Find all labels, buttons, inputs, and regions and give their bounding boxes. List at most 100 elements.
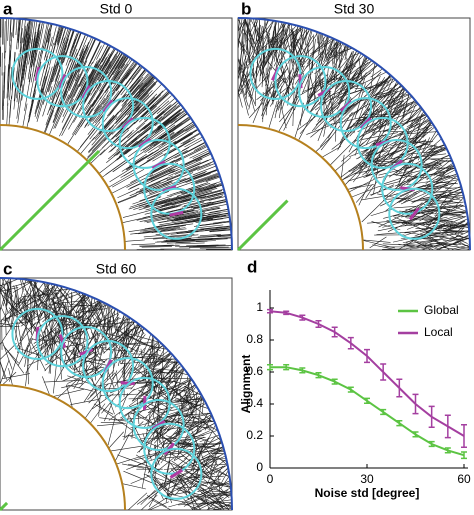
filament	[61, 98, 74, 123]
filament	[394, 175, 420, 187]
filament	[16, 347, 45, 358]
filament	[9, 18, 12, 42]
filament	[438, 237, 468, 250]
filament	[79, 20, 95, 57]
filament	[418, 235, 446, 239]
filament	[147, 352, 153, 377]
filament	[406, 232, 437, 237]
filament	[158, 225, 187, 230]
filament	[179, 389, 184, 419]
filament	[279, 58, 285, 83]
filament	[306, 124, 333, 135]
filament	[373, 73, 391, 102]
sample-circle	[101, 357, 154, 410]
filament	[75, 355, 106, 363]
filament	[54, 63, 63, 86]
filament	[117, 195, 137, 204]
filament	[155, 377, 196, 380]
error-bar	[347, 336, 354, 350]
filament	[210, 463, 232, 466]
filament	[266, 46, 278, 76]
filament	[88, 317, 122, 329]
filament	[335, 42, 338, 69]
filament	[51, 26, 57, 47]
filament	[441, 201, 464, 205]
filament	[84, 296, 101, 327]
filament	[40, 22, 48, 57]
filament	[148, 431, 156, 454]
filament	[66, 384, 94, 392]
filament	[338, 122, 355, 149]
filament	[210, 499, 232, 510]
filament	[301, 73, 311, 95]
filament	[433, 163, 453, 177]
filament	[46, 327, 58, 347]
filament	[119, 239, 145, 243]
filament	[88, 71, 109, 105]
filament	[437, 235, 469, 246]
filament	[93, 403, 114, 415]
filament	[426, 202, 451, 205]
local-director	[169, 210, 184, 217]
filament	[149, 358, 176, 364]
filament	[153, 203, 174, 210]
filament	[149, 128, 176, 147]
filament	[153, 476, 172, 499]
filament	[10, 292, 17, 328]
filament	[200, 502, 232, 504]
filament	[197, 482, 231, 492]
filament	[57, 80, 68, 106]
filament	[109, 69, 122, 88]
filament	[435, 193, 467, 199]
filament	[72, 346, 77, 371]
filament	[367, 146, 392, 159]
filament	[120, 92, 139, 113]
filament	[88, 125, 114, 154]
filament	[258, 31, 283, 52]
filament	[195, 481, 217, 484]
filament	[373, 108, 402, 136]
filament	[138, 111, 165, 134]
filament	[345, 112, 375, 137]
filament	[248, 37, 263, 63]
filament	[369, 160, 400, 163]
filament	[390, 140, 417, 147]
filament	[116, 124, 147, 151]
filament	[400, 192, 427, 205]
filament	[192, 203, 216, 209]
filament	[67, 75, 80, 101]
filament	[436, 237, 470, 250]
filament	[281, 106, 287, 129]
filament	[107, 104, 132, 132]
filament	[30, 19, 38, 59]
filament	[43, 29, 50, 51]
filament	[394, 142, 429, 159]
filament	[34, 76, 45, 114]
filament	[154, 423, 171, 444]
filament	[160, 426, 166, 461]
filament	[361, 132, 398, 140]
filament	[366, 71, 382, 88]
filament	[53, 94, 70, 129]
filament	[117, 187, 140, 199]
filament	[181, 187, 201, 195]
filament	[330, 82, 363, 101]
filament	[238, 55, 247, 92]
filament	[64, 26, 76, 58]
filament	[176, 184, 216, 197]
filament	[137, 433, 161, 453]
filament	[60, 344, 82, 376]
filament	[351, 186, 378, 198]
filament	[16, 278, 32, 304]
filament	[238, 72, 251, 92]
filament	[98, 381, 102, 417]
filament	[0, 278, 13, 297]
filament	[106, 368, 115, 389]
filament	[109, 72, 129, 99]
local-director	[102, 99, 114, 113]
sample-circle	[36, 55, 89, 108]
filament	[397, 191, 418, 204]
filament	[157, 115, 174, 129]
filament	[72, 314, 87, 346]
filament	[370, 150, 396, 165]
